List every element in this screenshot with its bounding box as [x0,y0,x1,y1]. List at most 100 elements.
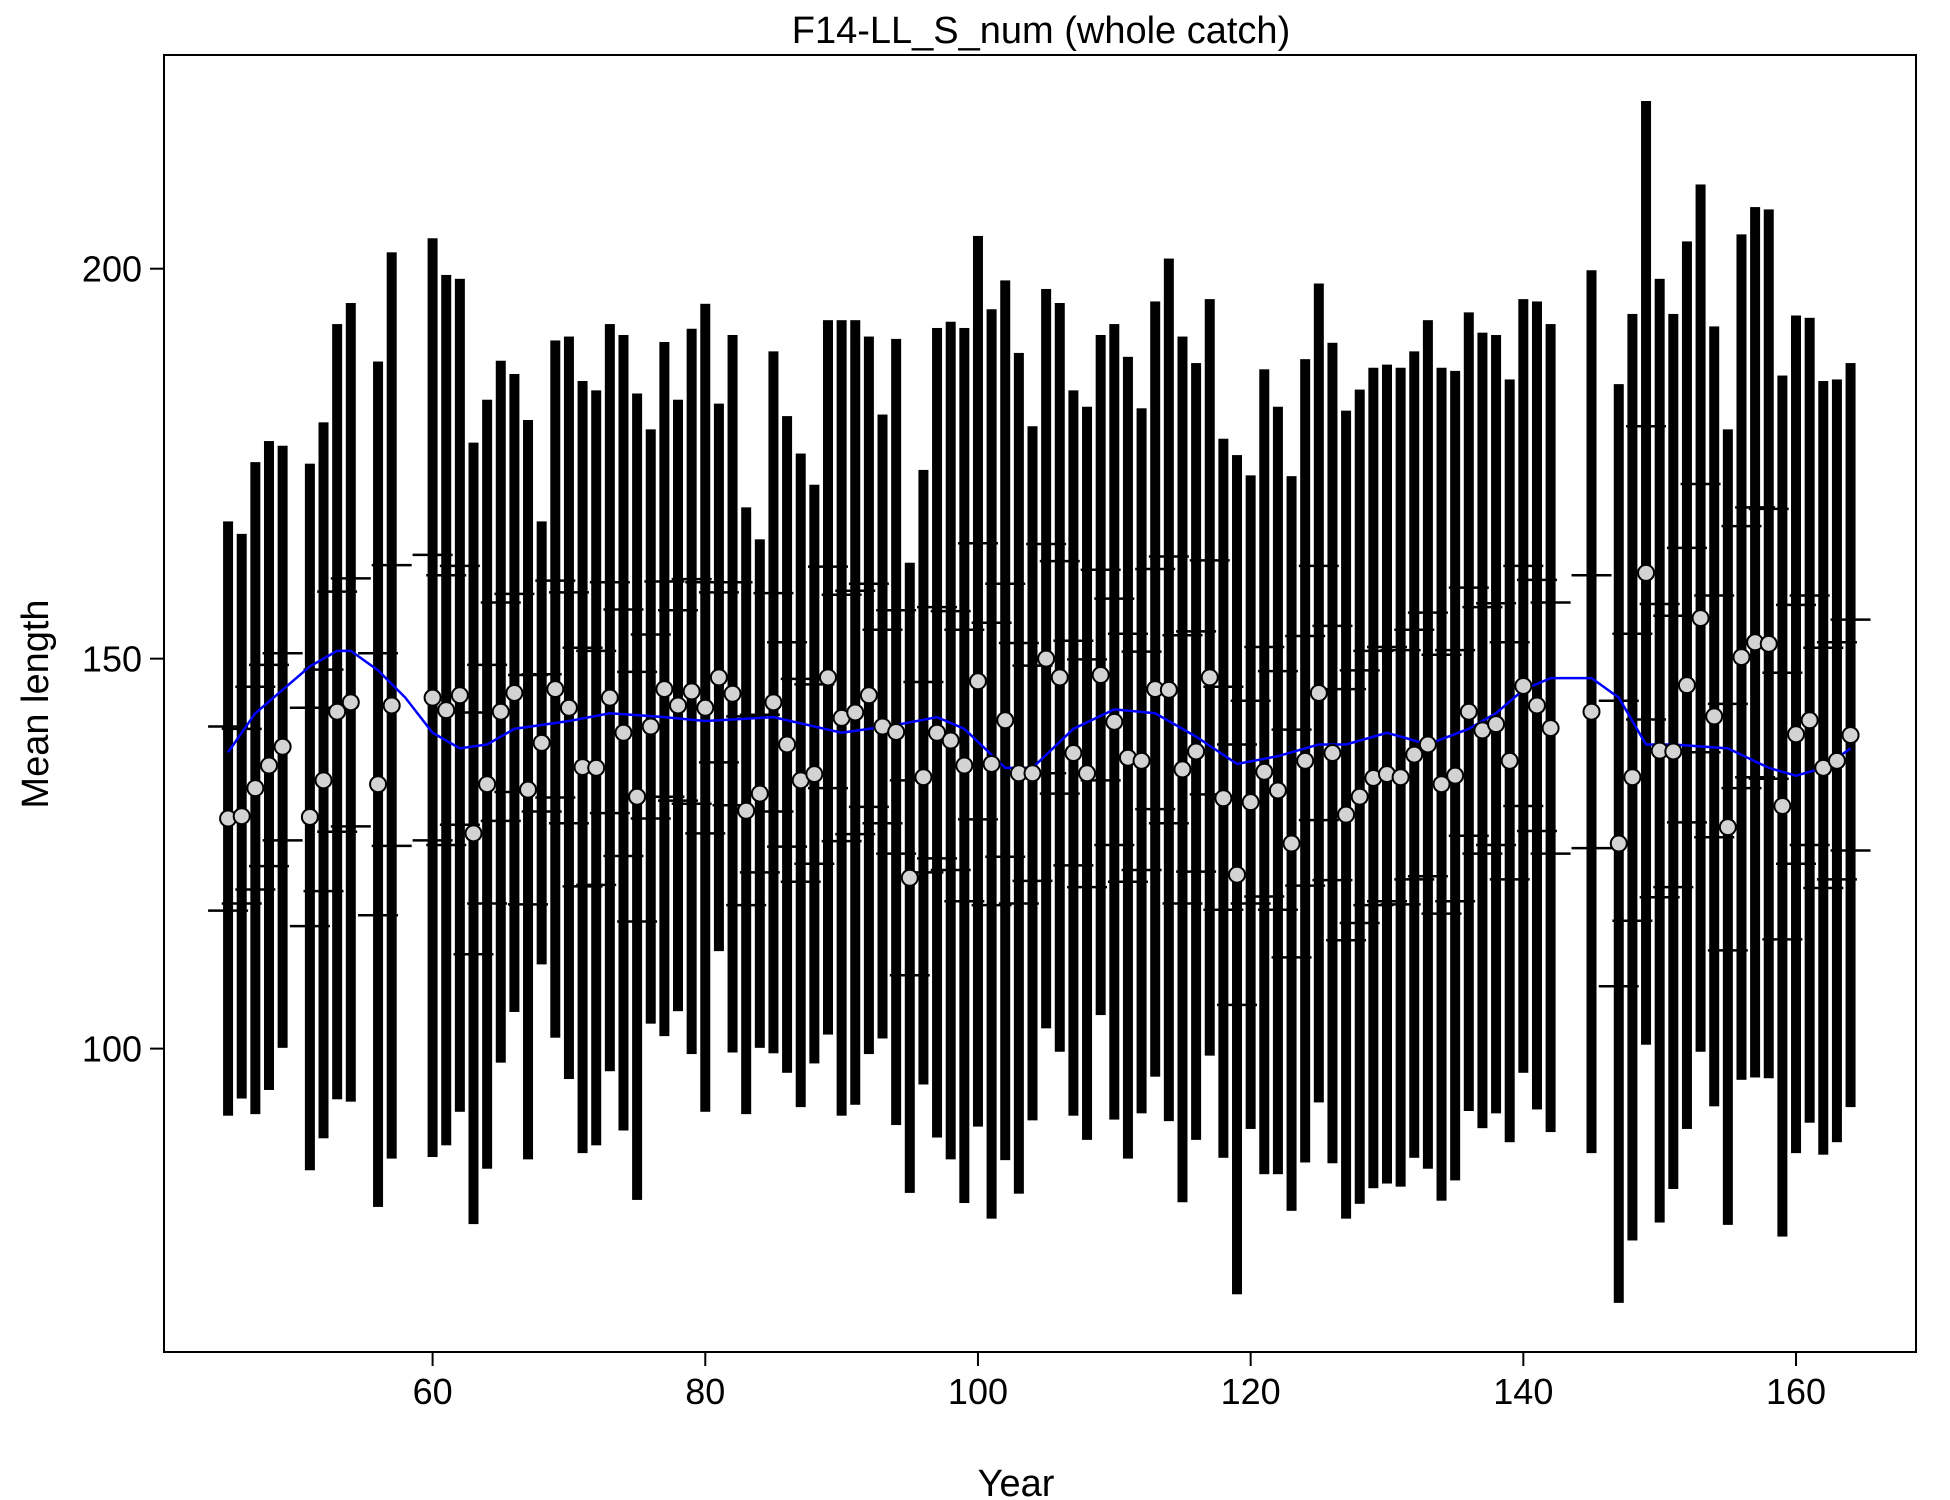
observed-point [1691,609,1710,628]
observed-point [928,723,947,742]
x-tick-label: 120 [1221,1371,1281,1412]
x-tick-label: 160 [1766,1371,1826,1412]
plot-frame [163,54,1917,1353]
observed-point [1623,768,1642,787]
observed-point [1037,649,1056,668]
observed-point [259,756,278,775]
observed-point [1173,760,1192,779]
observed-point [1500,751,1519,770]
observed-point [764,693,783,712]
observed-point [941,731,960,750]
y-tick-label: 200 [82,249,142,290]
observed-point [982,754,1001,773]
observed-point [1432,775,1451,794]
observed-point [778,735,797,754]
observed-point [1023,764,1042,783]
observed-point [1582,702,1601,721]
observed-point [723,684,742,703]
observed-point [1350,787,1369,806]
observed-point [1446,766,1465,785]
observed-point [1487,715,1506,734]
y-tick-label: 100 [82,1029,142,1070]
observed-point [1268,781,1287,800]
observed-point [1827,751,1846,770]
observed-point [423,688,442,707]
observed-point [1323,744,1342,763]
x-tick-label: 60 [413,1371,453,1412]
observed-point [696,698,715,717]
observed-point [968,672,987,691]
observed-point [682,682,701,701]
observed-point [1296,751,1315,770]
observed-point [1214,789,1233,808]
observed-point [1705,707,1724,726]
observed-point [1514,676,1533,695]
observed-point [887,722,906,741]
observed-point [600,688,619,707]
x-axis-label: Year [978,1463,1055,1500]
observed-point [750,784,769,803]
observed-point [641,717,660,736]
observed-point [328,702,347,721]
observed-point [614,723,633,742]
observed-point [1527,696,1546,715]
observed-point [1105,712,1124,731]
observed-point [1841,726,1860,745]
observed-point [1787,725,1806,744]
observed-point [505,683,524,702]
x-tick-label: 100 [948,1371,1008,1412]
observed-point [478,775,497,794]
observed-point [1405,745,1424,764]
observed-point [1732,648,1751,667]
observed-point [1337,805,1356,824]
observed-point [805,765,824,784]
observed-point [1391,768,1410,787]
observed-point [669,696,688,715]
observed-point [1078,764,1097,783]
observed-point [1159,680,1178,699]
observed-point [273,737,292,756]
observed-point [859,686,878,705]
observed-point [1718,818,1737,837]
observed-point [382,696,401,715]
observed-point [655,680,674,699]
observed-point [846,703,865,722]
observed-point [900,868,919,887]
observed-point [1187,742,1206,761]
observed-point [1050,668,1069,687]
observed-point [546,680,565,699]
observed-point [1814,758,1833,777]
observed-point [1309,683,1328,702]
observed-point [1064,744,1083,763]
observed-point [1800,711,1819,730]
observed-point [1255,762,1274,781]
chart-title: F14-LL_S_num (whole catch) [792,10,1290,52]
observed-point [1609,834,1628,853]
observed-point [1664,742,1683,761]
observed-point [519,780,538,799]
observed-point [246,779,265,798]
observed-point [914,768,933,787]
observed-point [737,801,756,820]
observed-point [996,711,1015,730]
observed-point [628,787,647,806]
observed-point [1418,735,1437,754]
observed-point [559,698,578,717]
observed-point [1677,676,1696,695]
y-tick-label: 150 [82,639,142,680]
observed-point [1132,751,1151,770]
observed-point [464,824,483,843]
observed-point [1282,834,1301,853]
observed-point [300,807,319,826]
observed-point [1200,668,1219,687]
observed-point [1759,634,1778,653]
smoother-line [227,649,1852,777]
observed-point [1541,719,1560,738]
observed-point [450,686,469,705]
observed-point [1773,797,1792,816]
observed-point [587,758,606,777]
observed-point [314,771,333,790]
observed-point [1637,563,1656,582]
x-tick-label: 80 [685,1371,725,1412]
